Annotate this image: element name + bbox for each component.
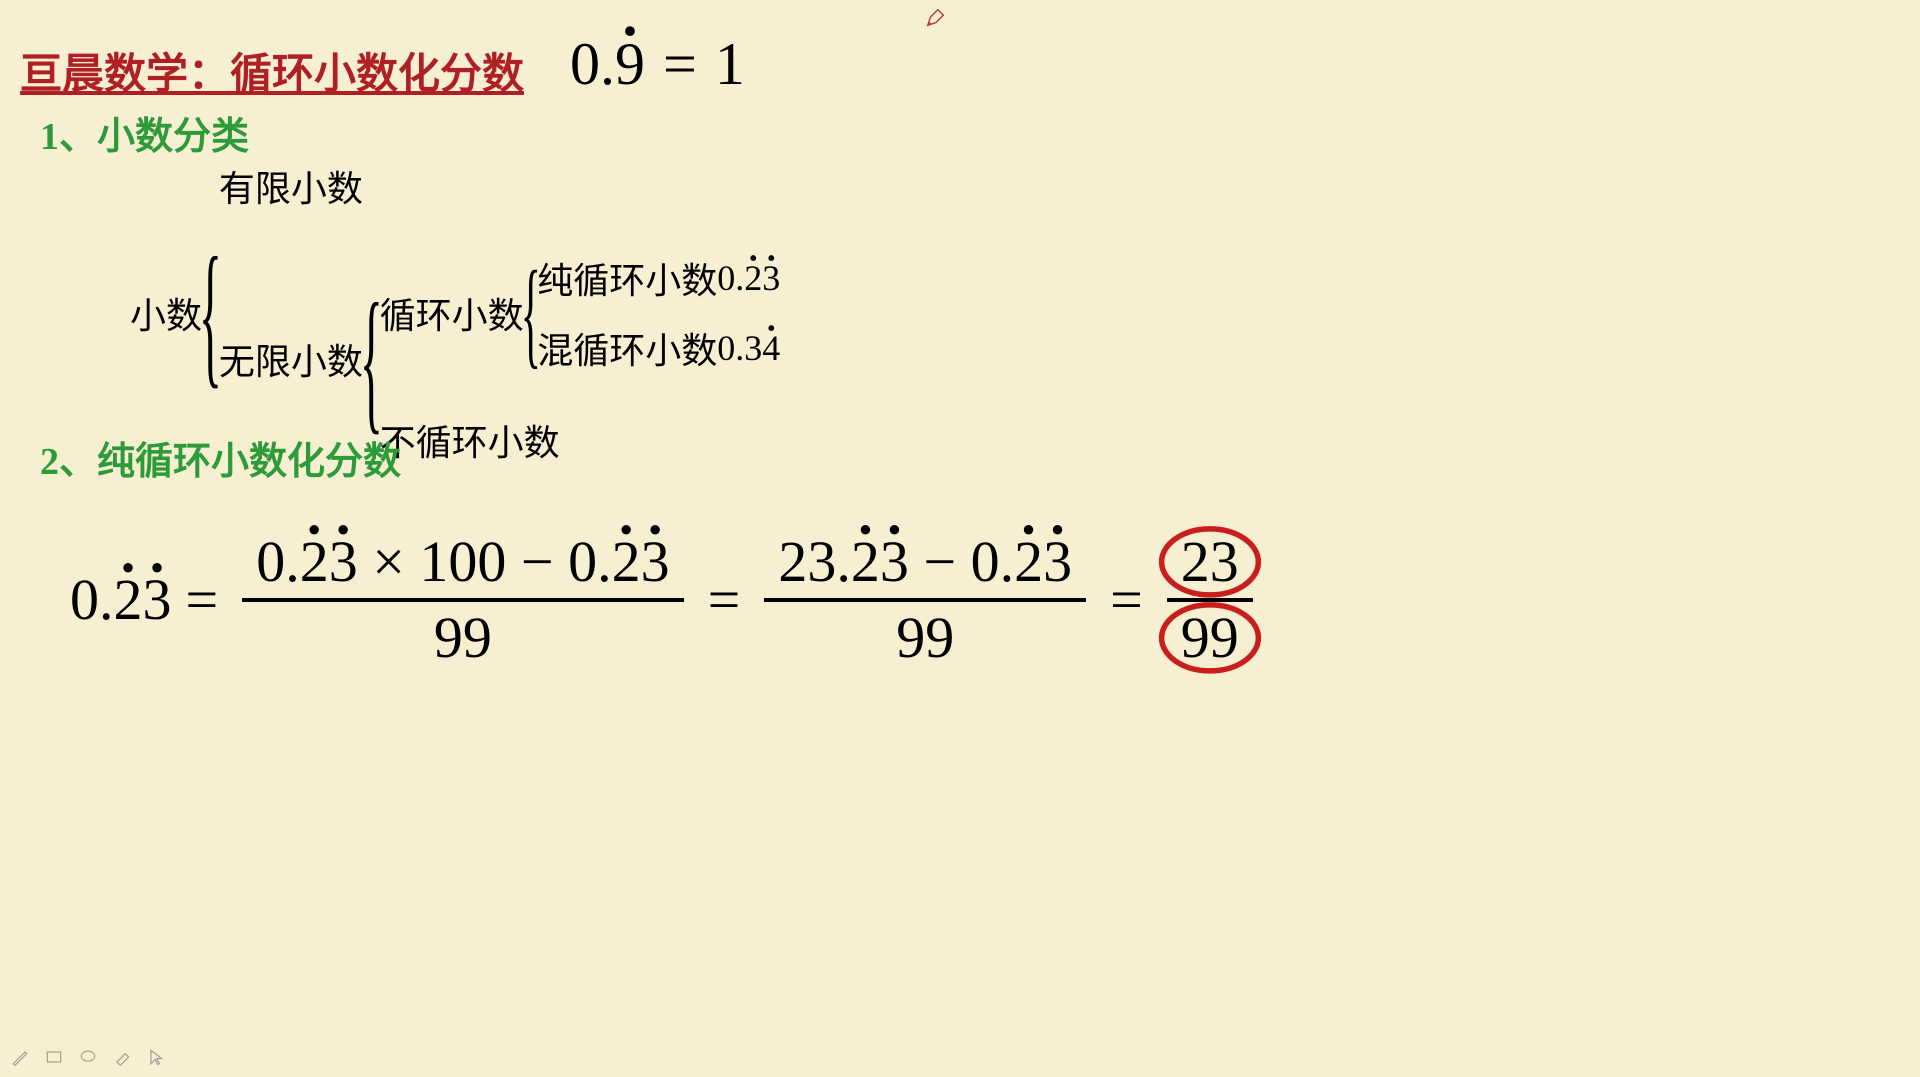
num-pre: 23. — [778, 529, 851, 594]
annotation-toolbar — [10, 1047, 166, 1067]
num-pre: 0.3 — [717, 328, 762, 368]
eq-top-rhs: 1 — [715, 30, 745, 99]
num: 23 — [1181, 529, 1239, 594]
num-d1: 2 — [851, 530, 880, 594]
num-d1: 2 — [114, 566, 143, 633]
page-title: 亘晨数学：循环小数化分数 — [20, 40, 524, 101]
pen-tool-icon[interactable] — [10, 1047, 30, 1067]
tree-b1a-label: 纯循环小数 — [537, 252, 717, 304]
eq-top-eq: = — [663, 30, 697, 99]
num-pre: 0. — [717, 258, 744, 298]
tree-root: 小数 — [130, 287, 202, 339]
equals-sign: = — [708, 566, 741, 633]
brace-icon: { — [360, 295, 383, 423]
equals-sign: = — [186, 566, 219, 633]
num-d1: 2 — [744, 257, 762, 299]
top-equation: 0.9 = 1 — [570, 30, 745, 99]
fraction-2: 23.23 − 0.23 99 — [764, 530, 1086, 670]
tree-a: 有限小数 — [219, 160, 780, 212]
den: 99 — [420, 606, 506, 670]
tree-b1a-num: 0.23 — [717, 257, 780, 299]
pen-cursor-icon — [925, 6, 947, 28]
main-equation: 0.23 = 0.23 × 100 − 0.23 99 = 23.23 − 0.… — [70, 530, 1263, 670]
num-d2: 3 — [329, 530, 358, 594]
num-pre: 0. — [70, 567, 114, 632]
pointer-tool-icon[interactable] — [146, 1047, 166, 1067]
tree-b1b-num: 0.34 — [717, 327, 780, 369]
num-pre: 0. — [971, 529, 1015, 594]
tree-b: 无限小数 — [219, 333, 363, 385]
classification-tree: 小数 { 有限小数 无限小数 { 循环小数 { 纯循环小数 0.23 — [130, 160, 780, 466]
tree-b2: 不循环小数 — [380, 414, 781, 466]
eraser-tool-icon[interactable] — [112, 1047, 132, 1067]
eq-lhs: 0.23 — [70, 566, 172, 633]
eq-top-lhs-d1: 9 — [615, 30, 645, 99]
den: 99 — [882, 606, 968, 670]
eq-top-lhs-pre: 0. — [570, 30, 615, 99]
num-d1: 2 — [1014, 530, 1043, 594]
num-pre: 0. — [256, 529, 300, 594]
rect-tool-icon[interactable] — [44, 1047, 64, 1067]
num-d2: 3 — [641, 530, 670, 594]
circled-denominator: 99 — [1167, 606, 1253, 670]
num-d2: 3 — [1043, 530, 1072, 594]
num-d2: 3 — [143, 566, 172, 633]
num-pre: 0. — [568, 529, 612, 594]
section-2-heading: 2、纯循环小数化分数 — [40, 430, 401, 485]
tree-b1b-label: 混循环小数 — [537, 322, 717, 374]
fraction-3: 23 99 — [1167, 530, 1253, 670]
den: 99 — [1181, 605, 1239, 670]
num-mid: × 100 − — [358, 529, 568, 594]
tree-b1: 循环小数 — [380, 287, 524, 339]
num-mid: − — [909, 529, 971, 594]
section-1-heading: 1、小数分类 — [40, 105, 249, 160]
lasso-tool-icon[interactable] — [78, 1047, 98, 1067]
num-d1: 2 — [612, 530, 641, 594]
num-d1: 2 — [300, 530, 329, 594]
num-d2: 3 — [880, 530, 909, 594]
fraction-1: 0.23 × 100 − 0.23 99 — [242, 530, 683, 670]
num-d2: 3 — [762, 257, 780, 299]
brace-icon: { — [199, 249, 222, 377]
num-d1: 4 — [762, 327, 780, 369]
equals-sign: = — [1110, 566, 1143, 633]
circled-numerator: 23 — [1167, 530, 1253, 594]
brace-icon: { — [520, 265, 540, 361]
